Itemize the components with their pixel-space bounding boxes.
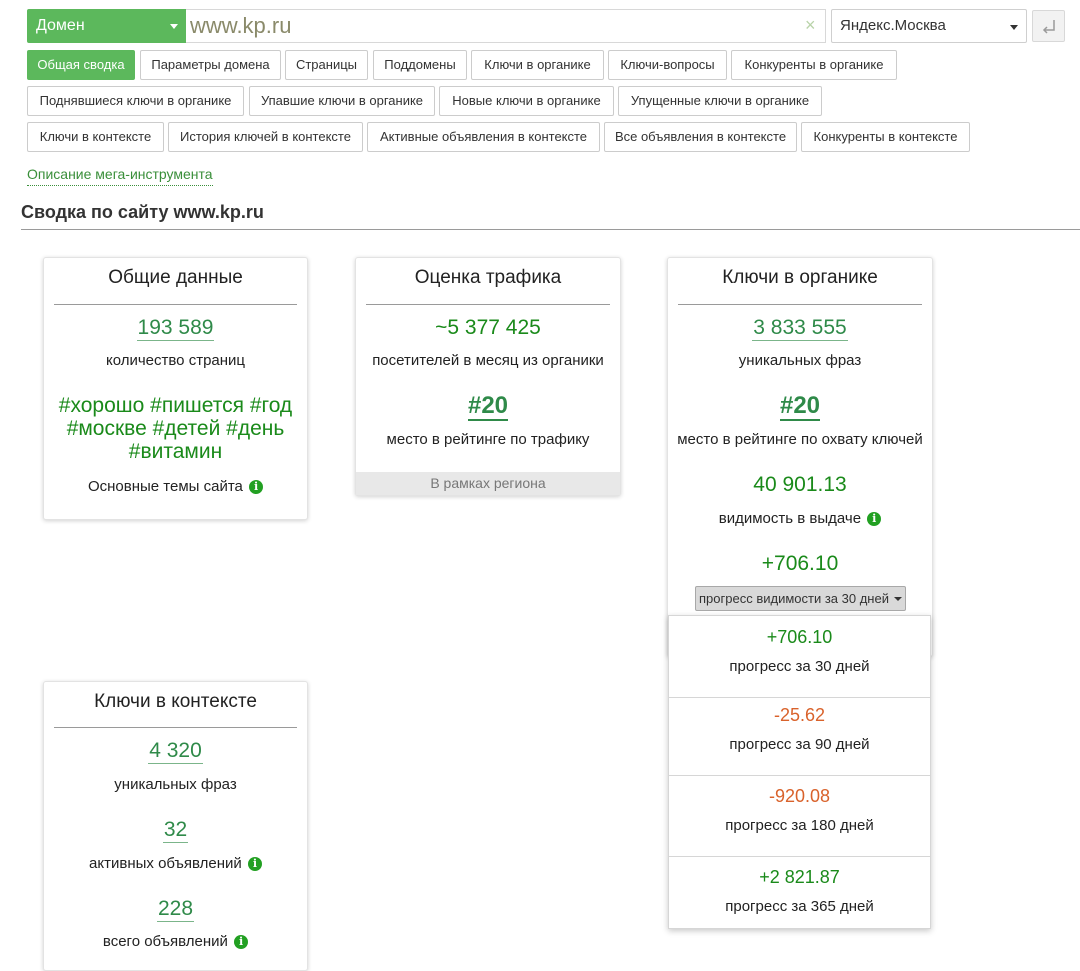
site-topics-tags: #хорошо #пишется #год #москве #детей #де… <box>58 394 293 463</box>
organic-phrases-label: уникальных фраз <box>738 352 862 369</box>
info-icon[interactable]: i <box>249 480 264 494</box>
progress-option-180[interactable]: -920.08 прогресс за 180 дней <box>669 775 930 857</box>
tab-context-keys[interactable]: Ключи в контексте <box>27 122 164 152</box>
tab-summary[interactable]: Общая сводка <box>27 50 135 80</box>
tab-subdomains[interactable]: Поддомены <box>373 50 467 80</box>
monthly-visitors: ~5 377 425 <box>435 316 541 339</box>
search-mode-label: Домен <box>36 17 85 34</box>
tab-all-ads[interactable]: Все объявления в контексте <box>604 122 797 152</box>
monthly-visitors-label: посетителей в месяц из органики <box>372 352 604 369</box>
organic-phrases-link[interactable]: 3 833 555 <box>752 316 848 341</box>
progress-period-label: прогресс видимости за 30 дней <box>699 591 889 606</box>
progress-option-365[interactable]: +2 821.87 прогресс за 365 дней <box>669 856 930 929</box>
clear-icon[interactable]: × <box>805 15 816 35</box>
visibility-progress-value: +706.10 <box>761 552 839 575</box>
search-submit-button[interactable] <box>1032 10 1065 42</box>
title-divider <box>21 229 1080 230</box>
card-divider <box>54 304 297 305</box>
tab-missed-organic-keys[interactable]: Упущенные ключи в органике <box>618 86 822 116</box>
traffic-rank-label: место в рейтинге по трафику <box>386 431 590 448</box>
card-title: Ключи в органике <box>722 267 878 288</box>
progress-value: -920.08 <box>768 786 831 806</box>
progress-period-label: прогресс за 365 дней <box>725 898 874 915</box>
tab-context-competitors[interactable]: Конкуренты в контексте <box>801 122 970 152</box>
progress-value: +2 821.87 <box>759 867 840 887</box>
progress-value: -25.62 <box>773 705 826 725</box>
active-ads-link[interactable]: 32 <box>162 818 189 843</box>
page-title: Сводка по сайту www.kp.ru <box>21 202 264 222</box>
card-divider <box>366 304 610 305</box>
traffic-estimate-card: Оценка трафика ~5 377 425 посетителей в … <box>355 257 621 496</box>
site-topics-label: Основные темы сайта i <box>44 477 307 497</box>
organic-rank-label: место в рейтинге по охвату ключей <box>677 431 923 448</box>
card-title: Ключи в контексте <box>94 691 257 712</box>
card-divider <box>678 304 922 305</box>
all-ads-label: всего объявлений i <box>44 932 307 952</box>
region-label: Яндекс.Москва <box>840 17 946 34</box>
region-scope-footer: В рамках региона <box>356 472 620 495</box>
mega-tool-description-link[interactable]: Описание мега-инструмента <box>27 165 213 186</box>
region-select[interactable]: Яндекс.Москва <box>831 9 1027 43</box>
progress-value: +706.10 <box>766 627 833 647</box>
tab-organic-competitors[interactable]: Конкуренты в органике <box>731 50 897 80</box>
info-icon[interactable]: i <box>247 857 262 871</box>
info-icon[interactable]: i <box>867 512 882 526</box>
context-phrases-link[interactable]: 4 320 <box>148 739 203 764</box>
pages-count-link[interactable]: 193 589 <box>136 316 215 341</box>
tab-risen-organic-keys[interactable]: Поднявшиеся ключи в органике <box>27 86 244 116</box>
active-ads-label: активных объявлений i <box>44 854 307 874</box>
search-mode-select[interactable]: Домен <box>27 9 186 43</box>
tab-organic-keys[interactable]: Ключи в органике <box>471 50 604 80</box>
enter-arrow-icon <box>1042 20 1055 34</box>
progress-option-30[interactable]: +706.10 прогресс за 30 дней <box>669 616 930 698</box>
organic-keys-card: Ключи в органике 3 833 555 уникальных фр… <box>667 257 933 657</box>
pages-count-label: количество страниц <box>105 352 246 369</box>
card-title: Общие данные <box>108 267 243 288</box>
all-ads-link[interactable]: 228 <box>156 897 195 922</box>
tab-new-organic-keys[interactable]: Новые ключи в органике <box>439 86 614 116</box>
context-keys-card: Ключи в контексте 4 320 уникальных фраз … <box>43 681 308 971</box>
traffic-rank-link[interactable]: #20 <box>467 392 509 421</box>
caret-down-icon <box>894 597 902 601</box>
tab-context-keys-history[interactable]: История ключей в контексте <box>168 122 363 152</box>
progress-period-dropdown-button[interactable]: прогресс видимости за 30 дней <box>695 586 906 611</box>
progress-period-dropdown-menu: +706.10 прогресс за 30 дней -25.62 прогр… <box>668 615 931 929</box>
card-title: Оценка трафика <box>414 267 562 288</box>
context-phrases-label: уникальных фраз <box>114 776 237 793</box>
tab-dropped-organic-keys[interactable]: Упавшие ключи в органике <box>249 86 435 116</box>
info-icon[interactable]: i <box>234 935 249 949</box>
tab-question-keys[interactable]: Ключи-вопросы <box>608 50 727 80</box>
progress-period-label: прогресс за 90 дней <box>729 736 870 753</box>
caret-down-icon <box>1010 25 1018 30</box>
progress-option-90[interactable]: -25.62 прогресс за 90 дней <box>669 694 930 776</box>
tab-active-ads[interactable]: Активные объявления в контексте <box>367 122 600 152</box>
domain-search-input[interactable]: www.kp.ru <box>186 9 826 43</box>
organic-rank-link[interactable]: #20 <box>779 392 821 421</box>
general-data-card: Общие данные 193 589 количество страниц … <box>43 257 308 520</box>
caret-down-icon <box>170 24 178 29</box>
progress-period-label: прогресс за 30 дней <box>729 658 870 675</box>
card-divider <box>54 727 297 728</box>
progress-period-label: прогресс за 180 дней <box>725 817 874 834</box>
visibility-value: 40 901.13 <box>753 473 847 496</box>
tab-pages[interactable]: Страницы <box>285 50 368 80</box>
visibility-label: видимость в выдаче i <box>668 509 932 529</box>
tab-domain-params[interactable]: Параметры домена <box>140 50 281 80</box>
